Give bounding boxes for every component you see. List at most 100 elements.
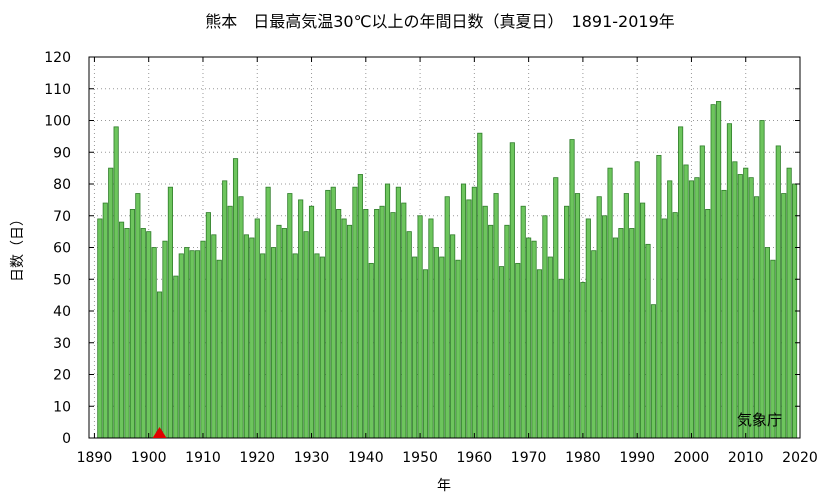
bar-1900	[146, 231, 152, 439]
y-tick-label: 110	[44, 82, 71, 98]
bar-1902	[156, 291, 163, 439]
bar-2000	[688, 180, 695, 439]
bar-1957	[455, 259, 461, 439]
bar-1947	[401, 202, 407, 439]
bar-1934	[330, 186, 336, 439]
bar-1930	[308, 205, 315, 439]
bar-1970	[526, 237, 532, 439]
bar-1905	[173, 275, 179, 439]
bar-1989	[629, 228, 635, 439]
x-tick-label: 1920	[239, 450, 275, 466]
bar-1997	[672, 212, 678, 439]
bar-1967	[509, 142, 515, 439]
bar-1895	[118, 221, 125, 439]
bar-1938	[352, 186, 358, 439]
bar-1940	[363, 208, 369, 439]
bar-1964	[493, 193, 499, 439]
y-tick-label: 90	[53, 145, 71, 161]
y-tick-label: 80	[53, 177, 71, 193]
bar-1999	[683, 164, 689, 439]
y-tick-label: 20	[53, 368, 71, 384]
y-tick-label: 10	[53, 399, 71, 415]
bar-1924	[276, 224, 282, 439]
bar-1965	[498, 266, 505, 439]
bar-1897	[129, 208, 135, 439]
bar-1896	[124, 228, 130, 439]
bar-1988	[623, 193, 629, 439]
bar-1901	[151, 247, 157, 439]
bar-2008	[732, 161, 738, 439]
bar-1974	[547, 256, 553, 439]
bar-1899	[140, 228, 146, 439]
x-tick-label: 2000	[674, 450, 710, 466]
bar-2010	[743, 167, 749, 439]
bar-1941	[368, 262, 374, 439]
bar-1987	[618, 228, 624, 439]
bar-1955	[444, 196, 450, 439]
bar-1933	[325, 189, 331, 439]
x-tick-label: 1940	[348, 450, 384, 466]
bar-1927	[292, 253, 298, 439]
bar-1954	[439, 256, 445, 439]
bar-1962	[482, 205, 488, 439]
bar-1951	[422, 269, 429, 439]
bars	[97, 101, 798, 439]
bar-1929	[303, 231, 309, 439]
bar-1992	[645, 243, 651, 439]
bar-2012	[754, 196, 760, 439]
bar-1971	[531, 240, 537, 439]
bar-1922	[265, 186, 271, 439]
bar-1953	[433, 247, 439, 439]
bar-1908	[189, 250, 195, 439]
bar-1932	[319, 256, 325, 439]
bar-1906	[178, 253, 184, 439]
bar-1942	[374, 208, 380, 439]
bar-1914	[222, 180, 228, 439]
x-tick-label: 1990	[619, 450, 655, 466]
bar-1910	[200, 240, 206, 439]
x-tick-label: 1890	[77, 450, 113, 466]
bar-1969	[520, 205, 526, 439]
bar-1923	[270, 247, 277, 439]
bar-1893	[108, 167, 114, 439]
bar-1921	[260, 253, 266, 439]
bar-1894	[113, 126, 119, 439]
chart-title: 熊本 日最高気温30℃以上の年間日数（真夏日） 1891-2019年	[205, 12, 675, 31]
x-tick-labels: 1890 1900 1910 1920 1930 1940 1950 1960 1970 1980…	[77, 450, 818, 466]
bar-1984	[602, 215, 608, 439]
axes	[89, 56, 801, 439]
x-tick-label: 1980	[565, 450, 601, 466]
bar-1956	[450, 234, 456, 439]
y-tick-label: 40	[53, 304, 71, 320]
bar-1925	[281, 228, 287, 439]
bar-1952	[428, 218, 434, 439]
bar-1959	[466, 199, 472, 439]
bar-1990	[634, 161, 640, 439]
bar-1994	[656, 155, 662, 439]
bar-2002	[699, 145, 705, 439]
bar-1996	[667, 180, 673, 439]
bar-1915	[227, 205, 233, 439]
bar-1943	[379, 205, 385, 439]
bar-1980	[580, 282, 586, 439]
bar-1960	[471, 186, 477, 439]
bar-1993	[650, 304, 657, 439]
bar-1978	[569, 139, 575, 439]
bar-2004	[710, 104, 716, 439]
bar-1913	[216, 259, 222, 439]
bar-1919	[249, 237, 255, 439]
x-tick-label: 1950	[402, 450, 438, 466]
bar-1995	[661, 218, 667, 439]
bar-1937	[346, 224, 353, 439]
bar-1926	[287, 193, 293, 439]
bar-2007	[726, 123, 733, 439]
bar-2018	[786, 167, 792, 439]
x-axis-label: 年	[437, 478, 451, 494]
bar-2006	[721, 189, 727, 439]
x-tick-label: 1910	[185, 450, 221, 466]
bar-1946	[395, 186, 401, 439]
y-tick-label: 120	[44, 50, 71, 66]
bar-1928	[298, 199, 304, 439]
bar-1949	[412, 256, 418, 439]
bar-1958	[460, 183, 467, 439]
